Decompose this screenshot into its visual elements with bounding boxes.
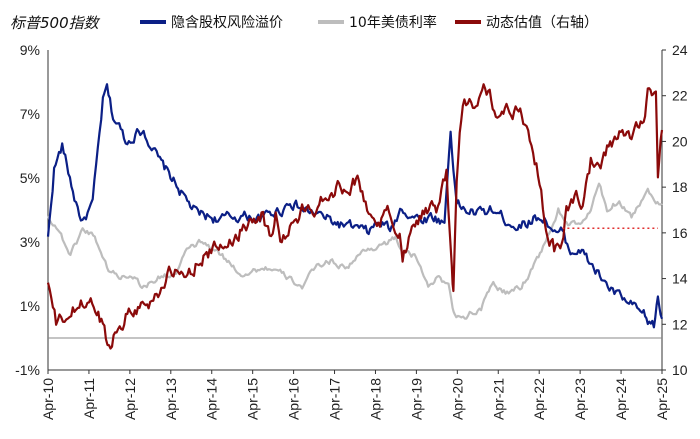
right-tick-label: 14	[672, 271, 688, 287]
right-tick-label: 24	[672, 42, 688, 58]
left-axis-ticks: -1% 1% 3% 5% 7% 9%	[15, 42, 40, 378]
x-tick-label: Apr-18	[367, 378, 383, 420]
x-tick-label: Apr-15	[245, 378, 261, 420]
left-tick-label: -1%	[15, 362, 40, 378]
chart-title: 标普500指数	[10, 14, 101, 32]
x-tick-label: Apr-19	[408, 378, 424, 420]
legend-label-0: 隐含股权风险溢价	[171, 15, 283, 31]
x-tick-label: Apr-11	[81, 378, 97, 419]
x-tick-label: Apr-20	[449, 378, 465, 420]
series-layer	[46, 83, 664, 350]
x-tick-label: Apr-24	[613, 378, 629, 420]
plot-frame	[47, 50, 663, 371]
x-tick-label: Apr-16	[286, 378, 302, 420]
right-tick-label: 18	[672, 179, 688, 195]
right-axis-ticks: 10 12 14 16 18 20 22 24	[662, 42, 688, 378]
series-line-0	[46, 83, 664, 329]
legend-label-1: 10年美债利率	[349, 14, 437, 31]
x-axis-ticks: Apr-10 Apr-11 Apr-12 Apr-13 Apr-14 Apr-15 Apr-…	[40, 370, 670, 420]
left-tick-label: 7%	[20, 106, 40, 122]
left-tick-label: 1%	[20, 298, 40, 314]
x-tick-label: Apr-25	[654, 378, 670, 420]
right-tick-label: 16	[672, 225, 688, 241]
x-tick-label: Apr-23	[572, 378, 588, 420]
x-tick-label: Apr-14	[204, 378, 220, 420]
legend-label-2: 动态估值（右轴）	[486, 15, 598, 31]
x-tick-label: Apr-22	[531, 378, 547, 420]
left-tick-label: 9%	[20, 42, 40, 58]
x-tick-label: Apr-13	[163, 378, 179, 420]
x-tick-label: Apr-17	[327, 378, 343, 420]
x-tick-label: Apr-21	[490, 378, 506, 420]
right-tick-label: 22	[672, 88, 688, 104]
left-tick-label: 5%	[20, 170, 40, 186]
right-tick-label: 12	[672, 316, 688, 332]
legend: 隐含股权风险溢价 10年美债利率 动态估值（右轴）	[140, 14, 598, 31]
right-tick-label: 20	[672, 133, 688, 149]
left-tick-label: 3%	[20, 234, 40, 250]
right-tick-label: 10	[672, 362, 688, 378]
series-line-1	[46, 182, 663, 320]
x-tick-label: Apr-10	[40, 378, 56, 420]
series-line-2	[46, 83, 664, 350]
x-tick-label: Apr-12	[122, 378, 138, 420]
